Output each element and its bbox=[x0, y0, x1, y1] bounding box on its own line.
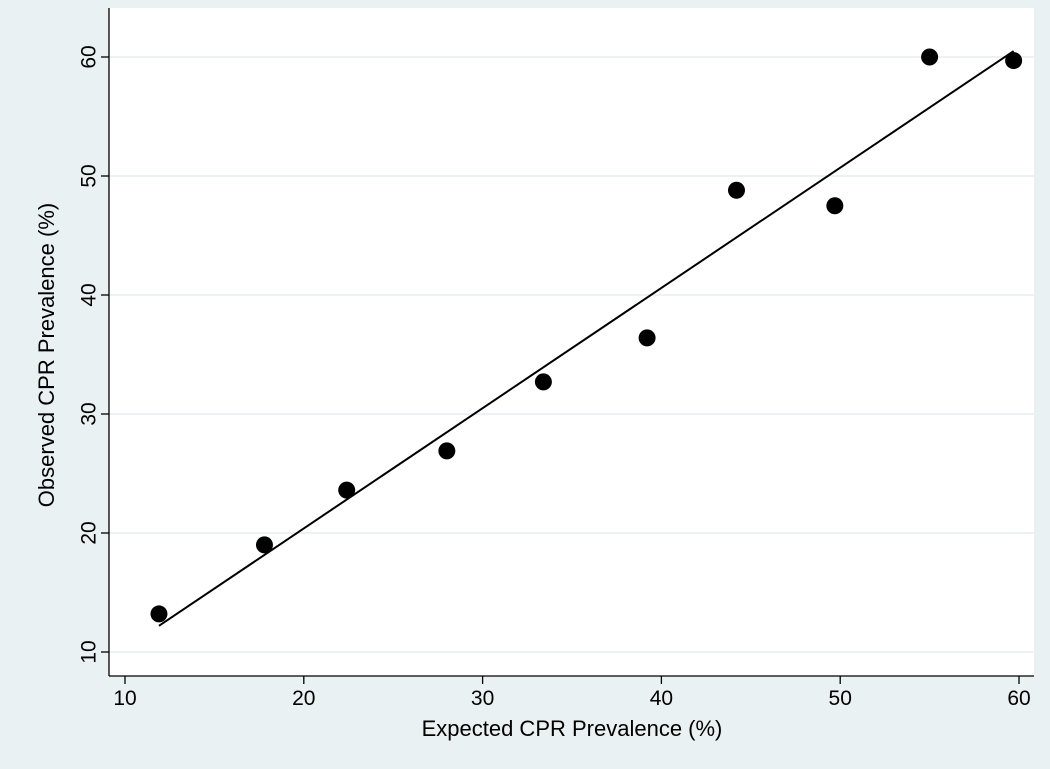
data-points bbox=[150, 48, 1023, 623]
y-tick-label: 50 bbox=[78, 164, 101, 187]
fit-line bbox=[158, 50, 1015, 627]
axes bbox=[108, 8, 1034, 677]
x-axis-title: Expected CPR Prevalence (%) bbox=[422, 716, 723, 741]
y-tick-label: 60 bbox=[78, 45, 101, 68]
data-point bbox=[255, 536, 273, 554]
data-point bbox=[438, 442, 456, 460]
fit-line-group bbox=[158, 50, 1015, 627]
data-point bbox=[150, 605, 168, 623]
x-tick-label: 60 bbox=[1007, 687, 1030, 710]
grid-lines bbox=[109, 56, 1034, 653]
y-ticks: 10 20 30 40 50 60 bbox=[78, 45, 109, 664]
data-point bbox=[534, 373, 552, 391]
data-point bbox=[638, 329, 656, 347]
data-point bbox=[338, 481, 356, 499]
x-tick-label: 20 bbox=[292, 687, 315, 710]
x-tick-label: 30 bbox=[471, 687, 494, 710]
y-tick-label: 10 bbox=[78, 640, 101, 663]
data-point bbox=[921, 48, 939, 66]
y-axis-title: Observed CPR Prevalence (%) bbox=[34, 203, 59, 507]
x-tick-label: 10 bbox=[113, 687, 136, 710]
y-tick-label: 30 bbox=[78, 402, 101, 425]
data-point bbox=[727, 181, 745, 199]
x-tick-label: 40 bbox=[650, 687, 673, 710]
y-tick-label: 20 bbox=[78, 521, 101, 544]
x-tick-label: 50 bbox=[829, 687, 852, 710]
data-point bbox=[826, 197, 844, 215]
plot-area bbox=[109, 8, 1034, 676]
x-ticks: 10 20 30 40 50 60 bbox=[113, 676, 1031, 710]
data-point bbox=[1005, 52, 1023, 70]
y-tick-label: 40 bbox=[78, 283, 101, 306]
